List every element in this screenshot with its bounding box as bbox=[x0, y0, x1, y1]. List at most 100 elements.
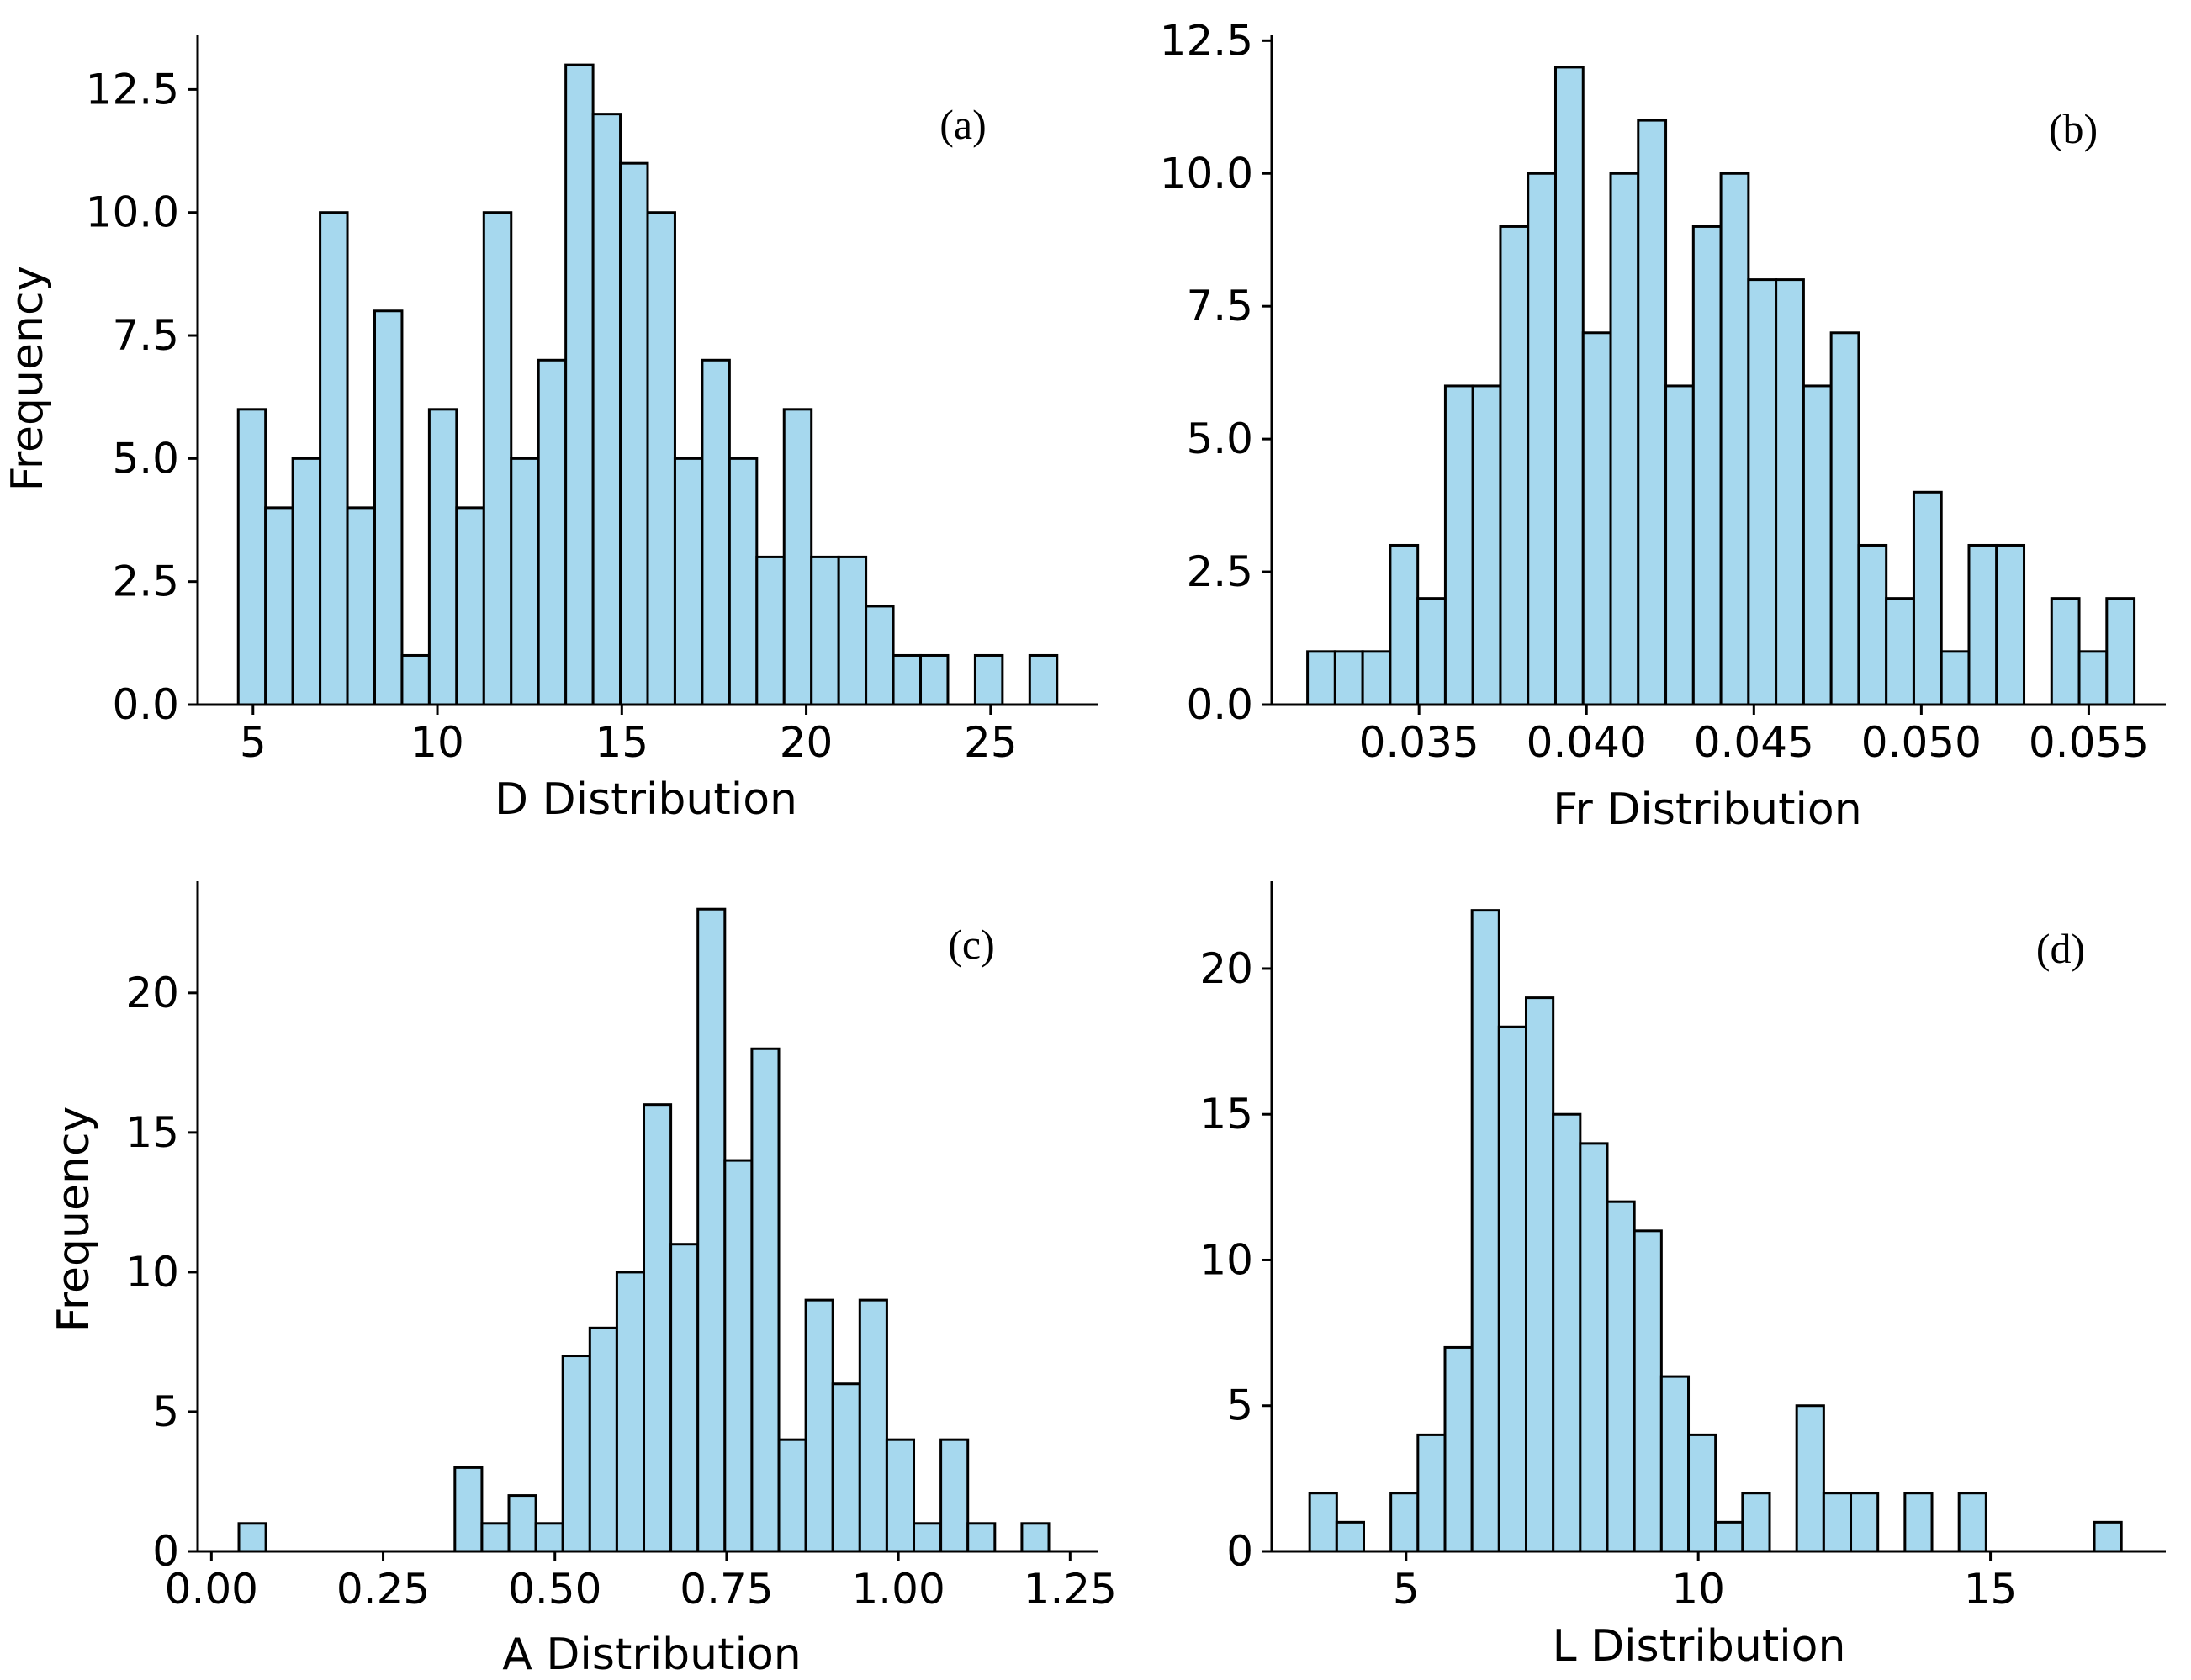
panel-c-x-tick-label: 1.25 bbox=[1024, 1565, 1117, 1614]
panel-b-x-tick-label: 0.045 bbox=[1694, 718, 1814, 767]
panel-d-bar bbox=[1579, 1142, 1609, 1553]
panel-b-bar bbox=[1306, 650, 1336, 706]
panel-b-label: (b) bbox=[2049, 105, 2098, 152]
panel-d-bar bbox=[1850, 1492, 1880, 1553]
panel-d-y-tick-label: 20 bbox=[1199, 944, 1253, 993]
panel-d-bar bbox=[1633, 1229, 1663, 1553]
panel-b-bar bbox=[1912, 490, 1943, 706]
panel-c-bar bbox=[480, 1522, 511, 1553]
panel-b-bar bbox=[1471, 384, 1502, 706]
panel-b-y-tick-label: 12.5 bbox=[1160, 16, 1253, 65]
panel-b-bar bbox=[2105, 597, 2136, 706]
panel-d-bar bbox=[1714, 1520, 1744, 1553]
panel-c-y-tick-label: 0 bbox=[152, 1527, 179, 1576]
panel-c-bar bbox=[913, 1522, 943, 1553]
panel-c-x-tick-label: 0.25 bbox=[336, 1565, 430, 1614]
panel-a-bar bbox=[346, 506, 376, 706]
panel-b-bar bbox=[1747, 278, 1778, 706]
panel-a-bar bbox=[291, 457, 322, 706]
panel-b-bar bbox=[1857, 543, 1888, 706]
panel-b-bar bbox=[1775, 278, 1805, 706]
panel-b-bar bbox=[1829, 331, 1860, 706]
panel-b-y-tick-label: 7.5 bbox=[1186, 282, 1253, 330]
panel-d-y-tick-label: 0 bbox=[1226, 1527, 1253, 1576]
panel-d-bar bbox=[1443, 1345, 1474, 1553]
panel-d-bar bbox=[1903, 1492, 1934, 1553]
panel-a-y-tick-label: 7.5 bbox=[112, 311, 179, 360]
panel-d: L Distribution (d) 5 10 15 0 5 10 15 20 bbox=[1199, 881, 2166, 1672]
panel-a-bar bbox=[455, 506, 485, 706]
panel-d-bar bbox=[1659, 1375, 1691, 1553]
panel-c-bar bbox=[966, 1522, 997, 1553]
panel-b-bar bbox=[1691, 225, 1723, 706]
panel-a-x-tick-label: 10 bbox=[410, 718, 464, 767]
panel-a-y-tick-label: 5.0 bbox=[112, 434, 179, 483]
panel-d-bar bbox=[1308, 1492, 1338, 1553]
panel-d-bars bbox=[1308, 909, 2123, 1553]
panel-a-bar bbox=[591, 113, 622, 706]
panel-b-bar bbox=[2050, 597, 2081, 706]
panel-d-y-tick-label: 15 bbox=[1199, 1090, 1253, 1138]
panel-c-xlabel: A Distribution bbox=[502, 1630, 801, 1680]
panel-d-y-tick-label: 10 bbox=[1199, 1235, 1253, 1284]
panel-d-bar bbox=[1389, 1492, 1420, 1553]
panel-c-bar bbox=[804, 1298, 834, 1553]
panel-a-bar bbox=[673, 457, 704, 706]
panel-a-y-tick-label: 0.0 bbox=[112, 680, 179, 729]
panel-d-bar bbox=[1335, 1520, 1365, 1553]
panel-b: Fr Distribution (b) 0.035 0.040 0.045 0.050… bbox=[1160, 16, 2166, 835]
panel-b-xlabel: Fr Distribution bbox=[1553, 785, 1861, 835]
panel-c-bar bbox=[561, 1355, 591, 1553]
panel-b-bar bbox=[1940, 650, 1971, 706]
panel-c-bar bbox=[858, 1298, 888, 1553]
panel-a: Frequency D Distribution (a) 5 10 15 20 25 0.… bbox=[3, 35, 1098, 825]
panel-c-bar bbox=[453, 1466, 484, 1553]
panel-c-x-tick-label: 0.50 bbox=[508, 1565, 601, 1614]
panel-d-bar bbox=[1525, 996, 1555, 1553]
panel-c-bar bbox=[507, 1494, 537, 1553]
panel-b-bar bbox=[1802, 384, 1833, 706]
panel-d-bar bbox=[1687, 1433, 1717, 1553]
panel-c-bar bbox=[669, 1243, 700, 1553]
panel-a-bar bbox=[236, 408, 267, 706]
panel-c-bar bbox=[615, 1271, 646, 1553]
panel-c-y-tick-label: 5 bbox=[152, 1387, 179, 1436]
panel-b-bars bbox=[1306, 66, 2136, 706]
panel-c-x-tick-label: 1.00 bbox=[851, 1565, 945, 1614]
panel-a-bar bbox=[728, 457, 759, 706]
panel-b-bar bbox=[1995, 543, 2026, 706]
panel-b-bar bbox=[1527, 172, 1557, 706]
panel-a-bar bbox=[427, 408, 458, 706]
panel-b-y-tick-label: 2.5 bbox=[1186, 547, 1253, 596]
panel-a-bar bbox=[1028, 653, 1059, 706]
panel-a-bar bbox=[701, 358, 731, 706]
panel-a-label: (a) bbox=[939, 101, 987, 148]
panel-d-bar bbox=[1552, 1112, 1582, 1553]
panel-c-y-tick-label: 15 bbox=[125, 1108, 179, 1157]
panel-d-label: (d) bbox=[2036, 925, 2085, 972]
panel-b-bar bbox=[2077, 650, 2109, 706]
panel-c-bar bbox=[1020, 1522, 1051, 1553]
panel-c-bar bbox=[534, 1522, 564, 1553]
panel-b-x-tick-label: 0.040 bbox=[1527, 718, 1647, 767]
panel-a-bar bbox=[837, 555, 868, 706]
panel-d-x-tick-label: 10 bbox=[1671, 1565, 1725, 1614]
panel-d-bar bbox=[1957, 1492, 1987, 1553]
panel-a-ylabel: Frequency bbox=[3, 266, 53, 492]
panel-c-x-tick-label: 0.75 bbox=[680, 1565, 773, 1614]
panel-b-bar bbox=[1416, 597, 1447, 706]
panel-a-x-tick-label: 20 bbox=[780, 718, 834, 767]
panel-a-bar bbox=[400, 653, 431, 706]
panel-c-bar bbox=[831, 1382, 861, 1553]
panel-a-bar bbox=[755, 555, 786, 706]
panel-c-bar bbox=[750, 1047, 781, 1553]
panel-c-y-tick-label: 10 bbox=[125, 1248, 179, 1297]
panel-a-x-tick-label: 25 bbox=[964, 718, 1018, 767]
panel-b-bar bbox=[1581, 331, 1612, 706]
panel-d-bar bbox=[1497, 1025, 1528, 1553]
panel-b-bar bbox=[1664, 384, 1695, 706]
panel-b-bar bbox=[1499, 225, 1530, 706]
panel-a-bar bbox=[919, 653, 950, 706]
